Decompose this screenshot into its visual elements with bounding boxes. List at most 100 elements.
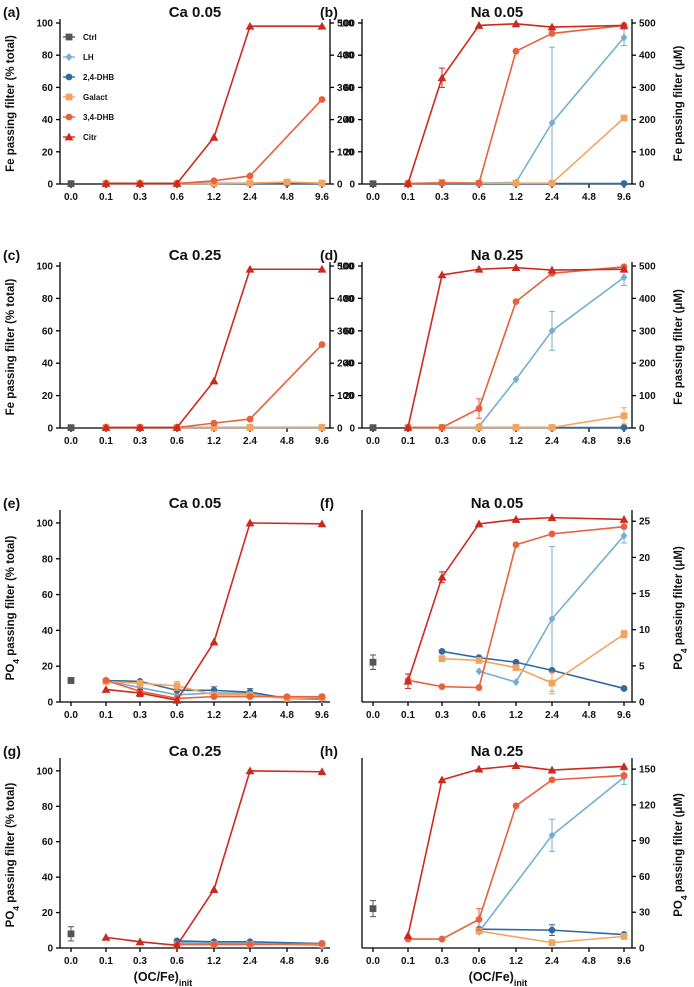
x-tick-label: 2.4	[545, 710, 559, 721]
data-point-citr	[547, 22, 557, 31]
data-point-2-4-dhb	[620, 424, 628, 431]
data-point-lh	[620, 33, 628, 42]
series-line-citr	[407, 266, 625, 428]
y-tick-label: 20	[344, 391, 356, 402]
x-tick-label: 4.8	[280, 710, 294, 721]
right-y-tick-label: 0	[337, 424, 343, 435]
y-tick-label: 80	[42, 554, 54, 565]
x-tick-label: 1.2	[509, 710, 523, 721]
x-tick-label: 4.8	[280, 192, 294, 203]
legend-marker-3-4-dhb	[65, 113, 73, 121]
y-label-part: passing filter (μM)	[673, 793, 685, 895]
y-label-part: PO	[673, 653, 685, 670]
x-tick-label: 0.6	[170, 192, 184, 203]
chart-panel-a: 0.0 0.1 0.3 0.6 1.2 2.4 4.8 9.6 0 20 40 60 80 100 0 100…	[3, 4, 354, 203]
x-tick-label: 0.3	[435, 436, 449, 447]
legend-label: Citr	[83, 133, 97, 142]
data-point-galact	[246, 179, 254, 187]
data-point-citr	[511, 515, 521, 523]
data-point-citr	[317, 21, 327, 30]
data-point-citr	[317, 519, 327, 528]
x-tick-label: 1.2	[509, 956, 523, 967]
data-point-citr	[317, 767, 327, 776]
y-tick-label: 100	[338, 19, 355, 30]
data-point-citr	[437, 270, 447, 279]
data-point-citr	[209, 132, 219, 141]
data-point-galact	[136, 679, 144, 687]
x-tick-label: 9.6	[617, 956, 631, 967]
series-line-3-4-dhb	[408, 774, 625, 940]
panel-title: Na 0.05	[471, 495, 524, 512]
y-tick-label: 60	[42, 590, 54, 601]
y-axis-label: PO4 passing filter (% total)	[5, 535, 21, 680]
data-point-3-4-dhb	[475, 684, 483, 691]
y-tick-label: 60	[42, 837, 54, 848]
right-y-tick-label: 200	[337, 115, 354, 126]
panel-letter: (d)	[320, 247, 338, 263]
right-y-tick-label: 200	[639, 115, 656, 126]
data-point-ctrl	[369, 658, 377, 666]
panel-title: Ca 0.25	[169, 247, 222, 264]
legend-label: 3,4-DHB	[83, 113, 114, 122]
right-y-tick-label: 500	[639, 19, 656, 30]
data-point-3-4-dhb	[318, 940, 326, 947]
x-tick-label: 2.4	[243, 436, 257, 447]
x-tick-label: 0.6	[472, 192, 486, 203]
series-ctrl	[67, 424, 75, 432]
right-y-tick-label: 120	[639, 800, 656, 811]
legend-marker-2-4-dhb	[65, 73, 73, 81]
x-tick-label: 1.2	[207, 956, 221, 967]
x-tick-label: 0.1	[99, 192, 113, 203]
series-line-3-4-dhb	[407, 525, 625, 689]
data-point-citr	[547, 513, 557, 522]
series-ctrl	[67, 180, 75, 188]
data-point-lh	[620, 273, 628, 282]
panel-letter: (h)	[320, 743, 338, 759]
data-point-galact	[283, 178, 291, 186]
data-point-citr	[135, 179, 145, 187]
chart-panel-f: 0.0 0.1 0.3 0.6 1.2 2.4 4.8 9.6 0 5 10 15 20 25 (f) Na …	[320, 495, 689, 721]
data-point-citr	[474, 264, 484, 273]
data-point-citr	[437, 775, 447, 784]
data-point-3-4-dhb	[102, 677, 110, 684]
series-ctrl	[67, 926, 75, 942]
panel-title: Na 0.25	[471, 743, 524, 760]
x-tick-label: 0.6	[472, 436, 486, 447]
data-point-citr	[101, 685, 111, 693]
y-tick-label: 80	[42, 802, 54, 813]
y-tick-label: 80	[344, 294, 356, 305]
y-tick-label: 40	[344, 115, 356, 126]
series-line-3-4-dhb	[106, 344, 323, 429]
series-3-4-dhb	[102, 341, 326, 431]
data-point-3-4-dhb	[512, 298, 520, 306]
data-point-citr	[619, 762, 629, 770]
series-lh	[475, 769, 628, 936]
chart-panel-c: 0.0 0.1 0.3 0.6 1.2 2.4 4.8 9.6 0 20 40 60 80 100 0 100…	[3, 247, 354, 447]
data-point-citr	[135, 937, 145, 946]
series-ctrl	[369, 654, 377, 670]
right-y-tick-label: 0	[639, 698, 645, 709]
data-point-3-4-dhb	[512, 802, 520, 810]
legend-label: 2,4-DHB	[83, 73, 114, 82]
data-point-3-4-dhb	[210, 177, 218, 185]
right-y-tick-label: 500	[337, 19, 354, 30]
data-point-citr	[619, 21, 629, 29]
right-y-tick-label: 25	[639, 517, 651, 528]
series-3-4-dhb	[404, 523, 628, 691]
data-point-ctrl	[67, 677, 75, 684]
data-point-galact	[548, 179, 556, 187]
x-tick-label: 0.3	[435, 710, 449, 721]
data-point-lh	[620, 531, 628, 540]
data-point-citr	[245, 518, 255, 527]
x-tick-label: 4.8	[582, 710, 596, 721]
x-label-sub: init	[179, 978, 193, 987]
data-point-ctrl	[369, 180, 377, 188]
panel-title: Ca 0.05	[169, 495, 222, 512]
x-tick-label: 0.1	[99, 956, 113, 967]
right-y-tick-label: 400	[337, 51, 354, 62]
data-point-2-4-dhb	[620, 180, 628, 187]
data-point-3-4-dhb	[438, 935, 446, 943]
series-line-2-4-dhb	[176, 940, 323, 945]
x-tick-label: 1.2	[207, 436, 221, 447]
